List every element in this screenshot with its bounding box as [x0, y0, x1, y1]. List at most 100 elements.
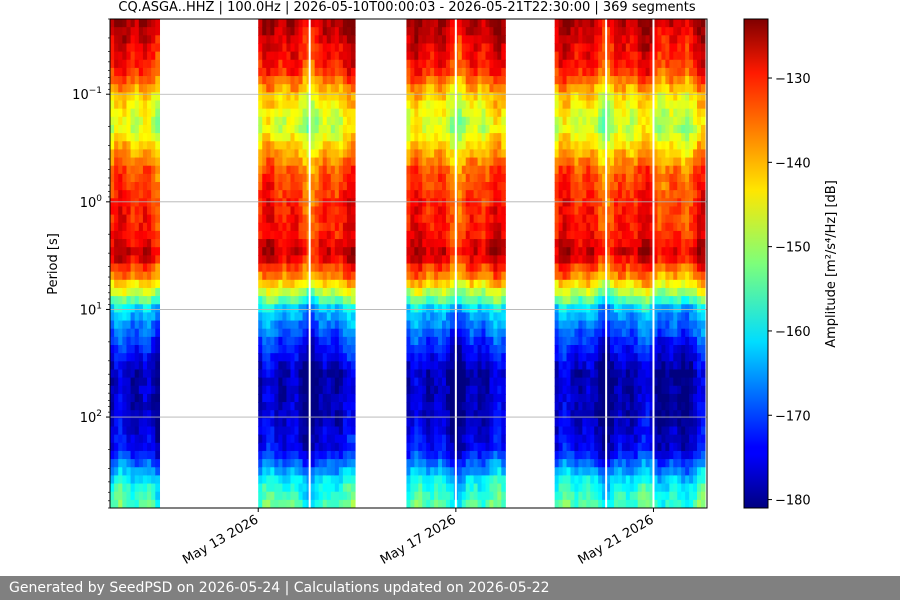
heatmap-cell: [406, 377, 411, 387]
heatmap-cell: [590, 230, 595, 240]
heatmap-cell: [465, 19, 471, 28]
heatmap-cell: [501, 84, 506, 93]
heatmap-cell: [477, 483, 483, 493]
heatmap-cell: [298, 385, 304, 395]
heatmap-cell: [610, 149, 615, 159]
heatmap-cell: [590, 296, 595, 305]
heatmap-cell: [118, 361, 123, 371]
heatmap-cell: [406, 173, 411, 183]
heatmap-cell: [282, 133, 288, 142]
heatmap-cell: [477, 43, 483, 53]
heatmap-cell: [617, 141, 623, 150]
heatmap-cell: [118, 475, 123, 485]
heatmap-cell: [570, 84, 576, 93]
heatmap-cell: [122, 108, 128, 118]
heatmap-cell: [318, 320, 324, 330]
heatmap-cell: [322, 434, 328, 444]
heatmap-cell: [118, 157, 123, 167]
heatmap-cell: [262, 353, 267, 362]
heatmap-cell: [633, 304, 639, 313]
heatmap-cell: [449, 84, 455, 93]
heatmap-cell: [473, 27, 479, 36]
heatmap-cell: [286, 124, 292, 134]
heatmap-cell: [554, 247, 560, 256]
heatmap-cell: [314, 108, 320, 118]
heatmap-cell: [298, 133, 304, 142]
heatmap-cell: [118, 393, 123, 403]
heatmap-cell: [350, 214, 356, 224]
heatmap-cell: [629, 410, 635, 419]
heatmap-cell: [469, 214, 475, 224]
heatmap-cell: [590, 206, 595, 216]
heatmap-cell: [126, 336, 132, 346]
heatmap-cell: [342, 418, 348, 428]
heatmap-cell: [501, 418, 506, 428]
heatmap-cell: [606, 459, 611, 468]
heatmap-cell: [342, 385, 348, 395]
heatmap-cell: [130, 67, 136, 77]
heatmap-cell: [613, 336, 619, 346]
heatmap-cell: [590, 76, 595, 85]
heatmap-cell: [278, 222, 284, 232]
heatmap-cell: [497, 198, 502, 208]
heatmap-cell: [461, 287, 467, 297]
heatmap-cell: [318, 483, 324, 493]
heatmap-cell: [586, 190, 591, 199]
heatmap-cell: [633, 345, 639, 354]
heatmap-cell: [266, 426, 271, 436]
heatmap-cell: [286, 76, 292, 85]
heatmap-cell: [406, 361, 411, 371]
heatmap-cell: [501, 59, 506, 69]
heatmap-cell: [621, 320, 627, 330]
heatmap-cell: [286, 141, 292, 150]
heatmap-cell: [155, 230, 161, 240]
heatmap-cell: [461, 353, 467, 362]
heatmap-cell: [489, 108, 494, 118]
heatmap-cell: [310, 271, 316, 281]
heatmap-cell: [613, 84, 619, 93]
heatmap-cell: [302, 247, 308, 256]
heatmap-cell: [493, 51, 498, 61]
heatmap-cell: [314, 320, 320, 330]
heatmap-cell: [258, 320, 263, 330]
heatmap-cell: [414, 141, 419, 150]
heatmap-cell: [457, 353, 463, 362]
heatmap-cell: [406, 108, 411, 118]
heatmap-cell: [497, 108, 502, 118]
heatmap-cell: [266, 43, 271, 53]
heatmap-cell: [586, 336, 591, 346]
heatmap-cell: [302, 361, 308, 371]
heatmap-cell: [147, 328, 152, 338]
heatmap-cell: [485, 100, 491, 110]
heatmap-cell: [430, 491, 435, 501]
heatmap-cell: [586, 230, 591, 240]
heatmap-cell: [318, 328, 324, 338]
heatmap-cell: [594, 385, 599, 395]
heatmap-cell: [262, 345, 267, 354]
heatmap-cell: [126, 157, 132, 167]
heatmap-cell: [330, 27, 336, 36]
heatmap-cell: [274, 100, 279, 110]
heatmap-cell: [134, 149, 140, 159]
heatmap-cell: [621, 141, 627, 150]
heatmap-cell: [625, 141, 631, 150]
heatmap-cell: [481, 84, 487, 93]
heatmap-cell: [613, 247, 619, 256]
heatmap-cell: [406, 467, 411, 476]
heatmap-cell: [430, 182, 435, 191]
heatmap-cell: [582, 385, 587, 395]
heatmap-cell: [578, 328, 583, 338]
heatmap-cell: [558, 190, 564, 199]
heatmap-cell: [438, 459, 443, 468]
heatmap-cell: [562, 157, 568, 167]
heatmap-cell: [122, 198, 128, 208]
heatmap-cell: [469, 206, 475, 216]
heatmap-cell: [637, 222, 643, 232]
heatmap-cell: [501, 499, 506, 508]
heatmap-cell: [326, 239, 332, 248]
heatmap-cell: [430, 67, 435, 77]
heatmap-cell: [314, 361, 320, 371]
heatmap-cell: [633, 385, 639, 395]
heatmap-cell: [578, 214, 583, 224]
heatmap-cell: [314, 393, 320, 403]
